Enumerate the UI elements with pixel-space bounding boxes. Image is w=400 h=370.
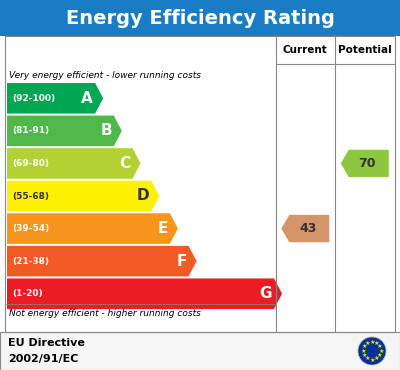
- Polygon shape: [7, 115, 122, 146]
- Text: ★: ★: [360, 349, 366, 353]
- Text: Very energy efficient - lower running costs: Very energy efficient - lower running co…: [9, 71, 201, 80]
- Text: EU Directive: EU Directive: [8, 338, 85, 348]
- Polygon shape: [7, 213, 178, 244]
- Text: ★: ★: [374, 341, 379, 346]
- Text: Not energy efficient - higher running costs: Not energy efficient - higher running co…: [9, 309, 201, 319]
- Text: ★: ★: [365, 341, 370, 346]
- Text: (69-80): (69-80): [12, 159, 49, 168]
- Text: ★: ★: [378, 349, 384, 353]
- Text: (1-20): (1-20): [12, 289, 43, 298]
- Text: (55-68): (55-68): [12, 192, 49, 201]
- Text: ★: ★: [377, 344, 383, 349]
- Bar: [5, 36, 395, 332]
- Text: 43: 43: [299, 222, 316, 235]
- Text: C: C: [119, 156, 130, 171]
- Polygon shape: [7, 246, 196, 276]
- Text: G: G: [260, 286, 272, 301]
- Text: E: E: [158, 221, 168, 236]
- Polygon shape: [281, 215, 329, 242]
- Polygon shape: [7, 279, 282, 309]
- Text: ★: ★: [365, 356, 370, 361]
- Text: (92-100): (92-100): [12, 94, 55, 103]
- Text: 2002/91/EC: 2002/91/EC: [8, 354, 78, 364]
- Bar: [0, 0, 400, 36]
- Text: Potential: Potential: [338, 45, 392, 55]
- Text: (81-91): (81-91): [12, 127, 49, 135]
- Text: ★: ★: [361, 353, 367, 358]
- Text: Current: Current: [283, 45, 328, 55]
- Polygon shape: [7, 181, 159, 211]
- Text: D: D: [136, 188, 149, 204]
- Text: Energy Efficiency Rating: Energy Efficiency Rating: [66, 9, 334, 27]
- Polygon shape: [341, 150, 389, 177]
- Bar: [0, 332, 400, 370]
- Text: B: B: [100, 123, 112, 138]
- Text: (21-38): (21-38): [12, 257, 49, 266]
- Polygon shape: [7, 148, 140, 179]
- Text: ★: ★: [361, 344, 367, 349]
- Text: A: A: [81, 91, 93, 106]
- Text: ★: ★: [369, 340, 375, 344]
- Circle shape: [358, 337, 386, 365]
- Text: ★: ★: [369, 357, 375, 363]
- Text: ★: ★: [377, 353, 383, 358]
- Text: F: F: [176, 254, 186, 269]
- Text: 70: 70: [358, 157, 376, 170]
- Polygon shape: [7, 83, 103, 114]
- Text: (39-54): (39-54): [12, 224, 49, 233]
- Text: ★: ★: [374, 356, 379, 361]
